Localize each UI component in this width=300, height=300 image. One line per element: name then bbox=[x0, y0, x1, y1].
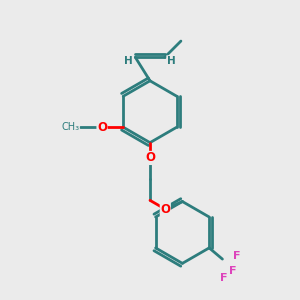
Text: O: O bbox=[97, 121, 107, 134]
Text: H: H bbox=[124, 56, 133, 66]
Text: F: F bbox=[220, 273, 228, 283]
Text: F: F bbox=[229, 266, 236, 277]
Text: H: H bbox=[167, 56, 176, 66]
Text: O: O bbox=[145, 152, 155, 164]
Text: O: O bbox=[160, 203, 170, 216]
Text: F: F bbox=[233, 251, 240, 261]
Text: CH₃: CH₃ bbox=[61, 122, 80, 132]
